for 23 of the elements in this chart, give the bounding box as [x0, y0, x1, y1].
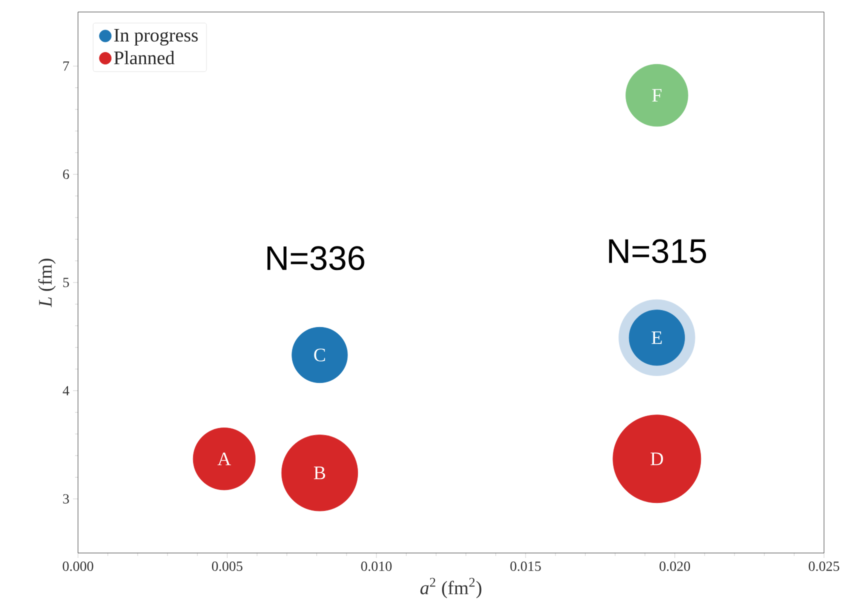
legend-label: Planned	[114, 50, 174, 64]
legend-label: In progress	[114, 29, 198, 46]
y-tick-label: 7	[63, 62, 70, 71]
data-label: F	[652, 89, 662, 102]
x-tick-label: 0.000	[62, 562, 94, 572]
data-label: E	[652, 331, 662, 344]
x-tick-label: 0.010	[361, 562, 392, 572]
x-tick-label: 0.025	[808, 562, 840, 572]
x-tick-label: 0.015	[510, 562, 541, 572]
y-tick-label: 6	[63, 170, 70, 180]
data-label: A	[218, 452, 231, 466]
data-label: B	[314, 466, 326, 480]
y-axis-title: L (fm)	[38, 258, 56, 308]
x-axis-title: a$^{2}$ (fm$^{2}$)	[420, 578, 482, 598]
y-tick-label: 4	[62, 386, 70, 396]
x-tick-label: 0.005	[212, 562, 242, 572]
y-tick-label: 3	[63, 494, 69, 504]
data-label: D	[650, 452, 663, 466]
x-tick-label: 0.020	[660, 562, 690, 572]
data-label: C	[314, 348, 325, 362]
annotation: N=315	[609, 239, 706, 264]
annotation: N=336	[267, 246, 364, 270]
y-tick-label: 5	[63, 278, 69, 288]
